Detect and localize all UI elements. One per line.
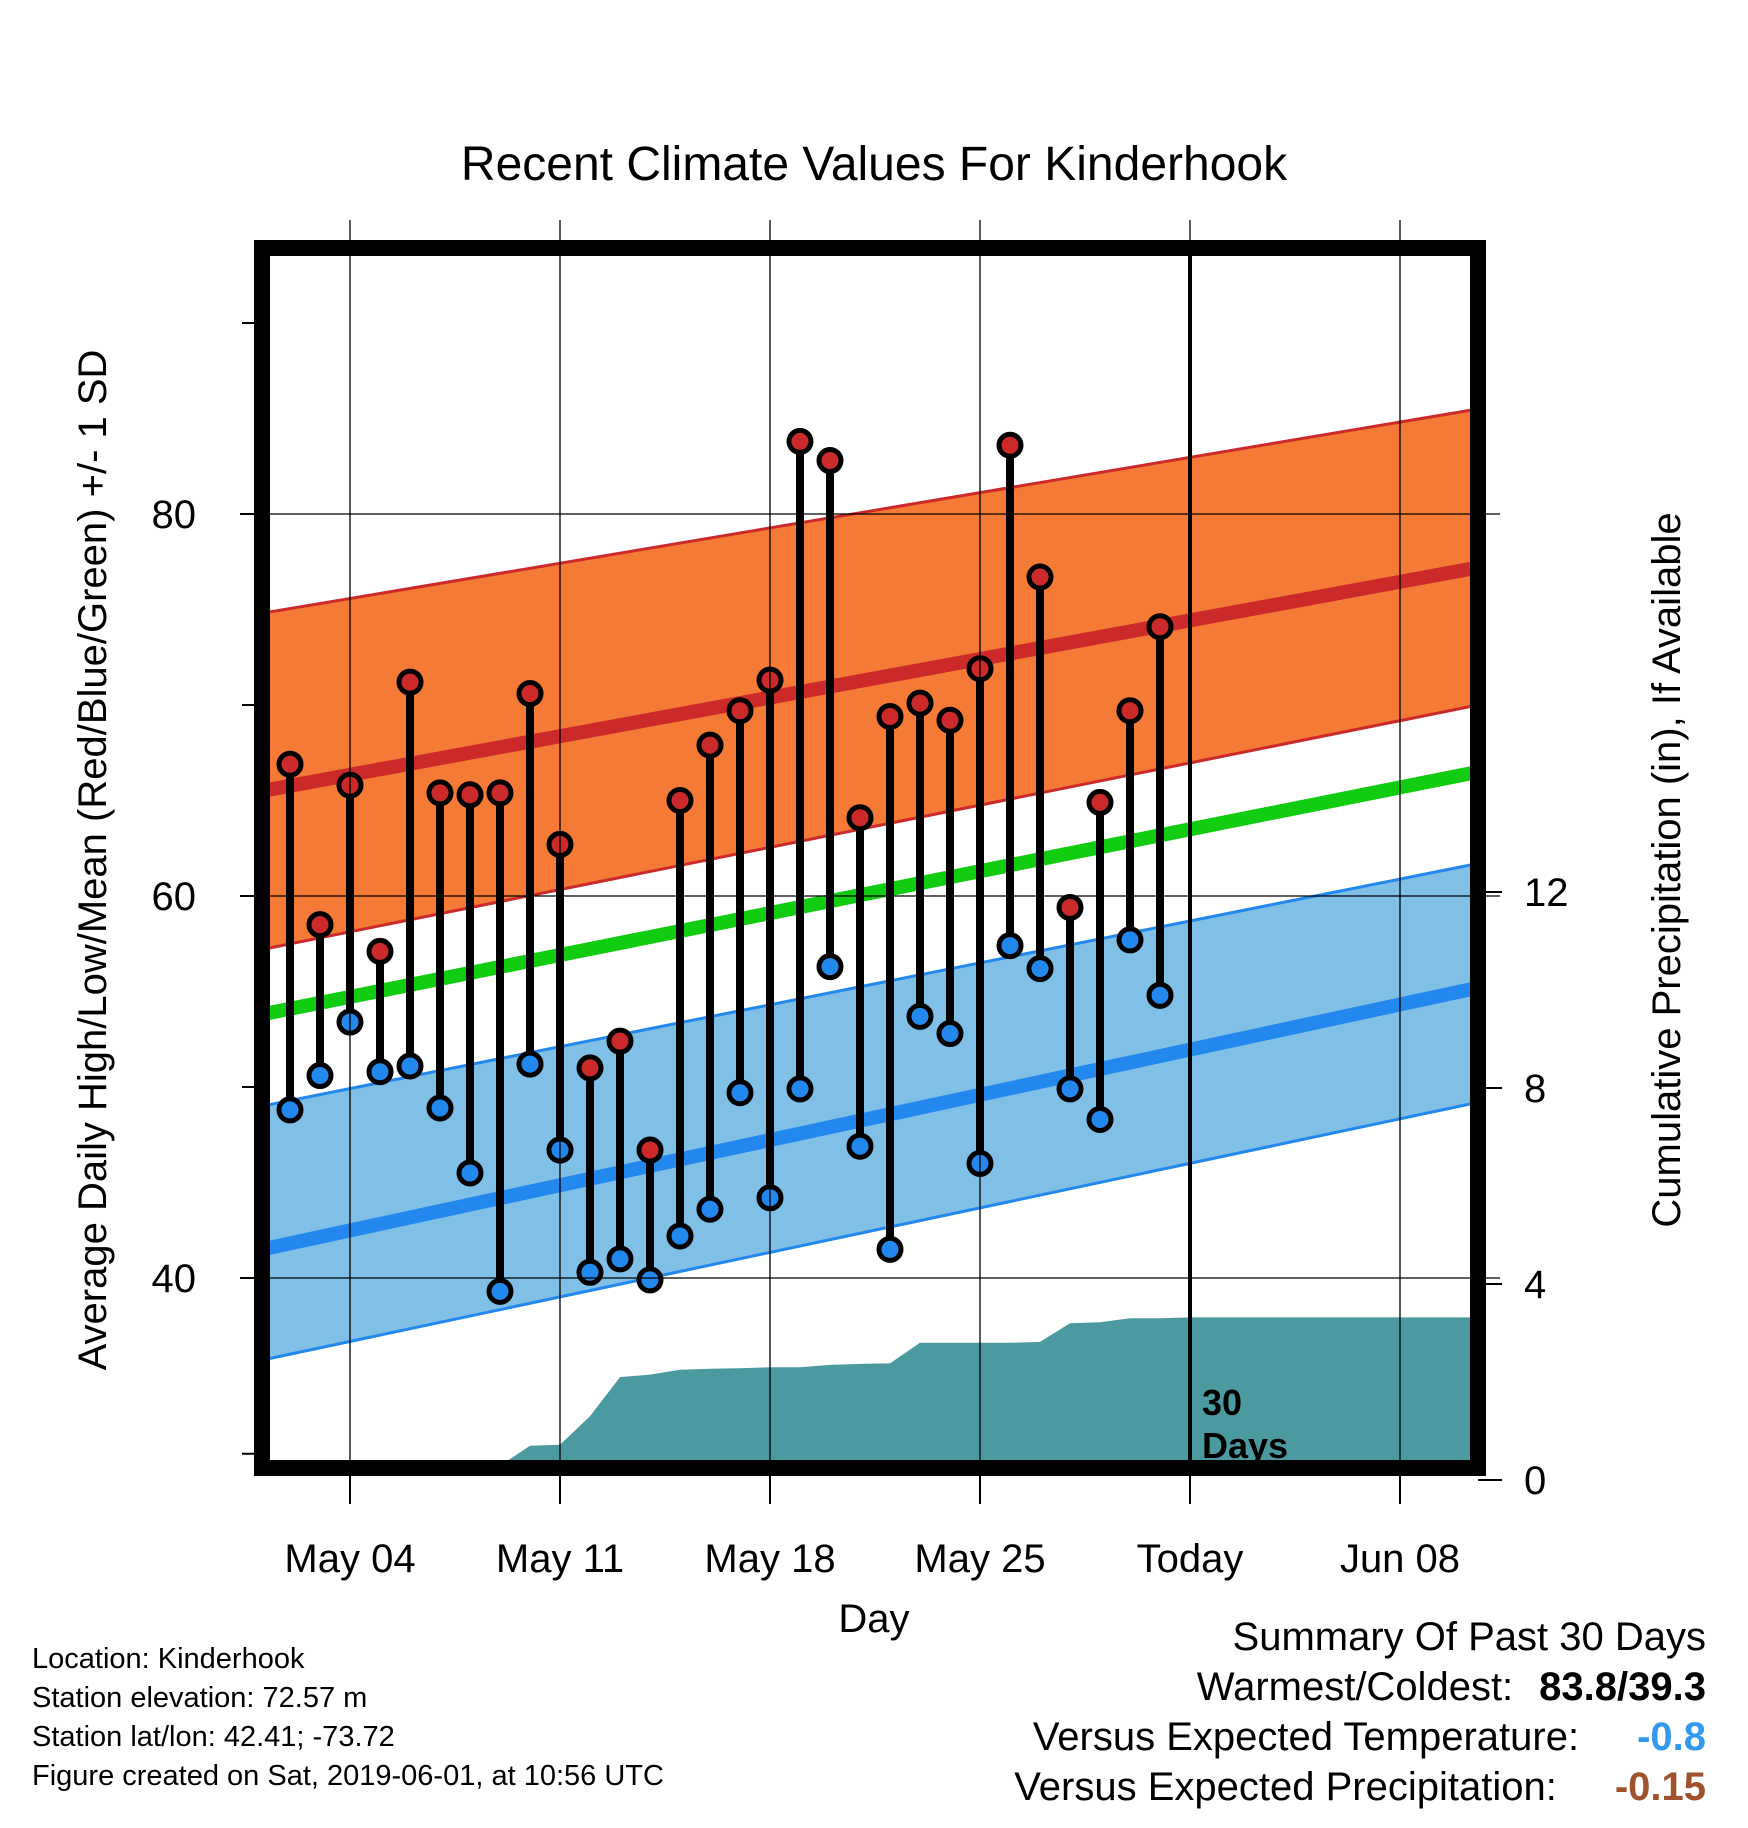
observed-high-point xyxy=(366,937,394,965)
observed-low-point xyxy=(276,1096,304,1124)
observed-low-point xyxy=(846,1132,874,1160)
observed-high-point xyxy=(1146,613,1174,641)
observed-high-point xyxy=(606,1027,634,1055)
observed-high-point xyxy=(816,447,844,475)
observed-high-point xyxy=(576,1054,604,1082)
summary-warm-cold: Warmest/Coldest: 83.8/39.3 xyxy=(1014,1662,1706,1712)
y-right-tick-label: 0 xyxy=(1524,1459,1546,1503)
precip-label: Versus Expected Precipitation: xyxy=(1014,1765,1557,1809)
observed-high-point xyxy=(936,706,964,734)
elevation-text: Station elevation: 72.57 m xyxy=(32,1682,368,1714)
observed-low-point xyxy=(726,1079,754,1107)
x-tick-label: Jun 08 xyxy=(1340,1537,1460,1581)
observed-high-point xyxy=(786,427,814,455)
observed-low-point xyxy=(1086,1105,1114,1133)
y-right-tick-label: 12 xyxy=(1524,871,1569,915)
station-info: Location: Kinderhook Station elevation: … xyxy=(32,1640,664,1796)
today-label-days: Days xyxy=(1202,1425,1288,1466)
observed-high-point xyxy=(906,689,934,717)
y-axis-left-label: Average Daily High/Low/Mean (Red/Blue/Gr… xyxy=(71,350,115,1371)
normal-low-upper-line xyxy=(262,862,1478,1108)
normal-high-upper-line xyxy=(262,407,1478,615)
observed-low-point xyxy=(906,1002,934,1030)
summary-precip: Versus Expected Precipitation: -0.15 xyxy=(1014,1762,1706,1812)
x-axis-label: Day xyxy=(838,1597,909,1641)
normal-low-mean-line xyxy=(262,980,1478,1257)
observed-low-point xyxy=(996,932,1024,960)
observed-low-point xyxy=(786,1075,814,1103)
observed-high-point xyxy=(276,750,304,778)
summary-title: Summary Of Past 30 Days xyxy=(1232,1615,1706,1659)
temp-value: -0.8 xyxy=(1637,1715,1706,1759)
observed-high-point xyxy=(516,680,544,708)
x-tick-label: May 11 xyxy=(496,1537,624,1581)
observed-low-point xyxy=(486,1277,514,1305)
location-text: Location: Kinderhook xyxy=(32,1643,305,1675)
plot-frame xyxy=(254,240,1486,1476)
observed-low-point xyxy=(876,1235,904,1263)
observed-high-point xyxy=(696,731,724,759)
precipitation-area xyxy=(262,1317,1478,1468)
observed-low-point xyxy=(306,1062,334,1090)
observed-low-point xyxy=(516,1050,544,1078)
observed-low-point xyxy=(636,1266,664,1294)
y-right-tick-label: 8 xyxy=(1524,1067,1546,1111)
observed-low-point xyxy=(696,1195,724,1223)
chart-title: Recent Climate Values For Kinderhook xyxy=(461,138,1288,191)
y-axis-right-label: Cumulative Precipitation (in), If Availa… xyxy=(1645,512,1689,1227)
y-left-tick-label: 80 xyxy=(152,493,197,537)
observed-high-point xyxy=(726,697,754,725)
normal-mean-line xyxy=(262,764,1478,1022)
normal-high-lower-line xyxy=(262,703,1478,951)
observed-low-point xyxy=(366,1058,394,1086)
y-left-tick-label: 60 xyxy=(152,875,197,919)
observed-high-point xyxy=(1086,788,1114,816)
observed-low-point xyxy=(456,1159,484,1187)
latlon-text: Station lat/lon: 42.41; -73.72 xyxy=(32,1721,395,1753)
normal-high-mean-line xyxy=(262,560,1478,798)
observed-high-point xyxy=(1056,893,1084,921)
observed-low-point xyxy=(576,1258,604,1286)
observed-low-point xyxy=(1056,1075,1084,1103)
x-tick-label: May 04 xyxy=(284,1537,415,1581)
observed-high-point xyxy=(1116,697,1144,725)
observed-high-point xyxy=(306,911,334,939)
observed-low-point xyxy=(396,1052,424,1080)
y-right-tick-label: 4 xyxy=(1524,1263,1546,1307)
today-label-count: 30 xyxy=(1202,1382,1242,1423)
x-tick-label: May 25 xyxy=(914,1537,1045,1581)
x-tick-label: May 18 xyxy=(704,1537,835,1581)
observed-low-point xyxy=(1026,955,1054,983)
observed-high-point xyxy=(846,804,874,832)
temp-label: Versus Expected Temperature: xyxy=(1032,1715,1580,1759)
observed-high-point xyxy=(456,781,484,809)
observed-high-point xyxy=(996,431,1024,459)
observed-low-point xyxy=(1116,926,1144,954)
observed-high-point xyxy=(636,1136,664,1164)
warm-cold-label: Warmest/Coldest: xyxy=(1196,1665,1514,1709)
observed-low-point xyxy=(426,1094,454,1122)
warm-cold-value: 83.8/39.3 xyxy=(1539,1665,1706,1709)
normal-low-lower-line xyxy=(262,1100,1478,1362)
observed-high-point xyxy=(396,668,424,696)
x-tick-label: Today xyxy=(1137,1537,1244,1581)
observed-high-point xyxy=(486,779,514,807)
observed-low-point xyxy=(606,1245,634,1273)
y-left-tick-label: 40 xyxy=(152,1257,197,1301)
observed-low-point xyxy=(666,1222,694,1250)
summary-panel: Summary Of Past 30 Days Warmest/Coldest:… xyxy=(1014,1612,1706,1812)
observed-low-point xyxy=(936,1020,964,1048)
observed-high-point xyxy=(1026,563,1054,591)
observed-high-point xyxy=(426,779,454,807)
observed-high-point xyxy=(666,787,694,814)
observed-high-point xyxy=(876,702,904,730)
summary-temp: Versus Expected Temperature: -0.8 xyxy=(1014,1712,1706,1762)
observed-low-point xyxy=(816,953,844,981)
created-text: Figure created on Sat, 2019-06-01, at 10… xyxy=(32,1760,664,1792)
observed-low-point xyxy=(1146,981,1174,1009)
precip-value: -0.15 xyxy=(1614,1765,1706,1809)
